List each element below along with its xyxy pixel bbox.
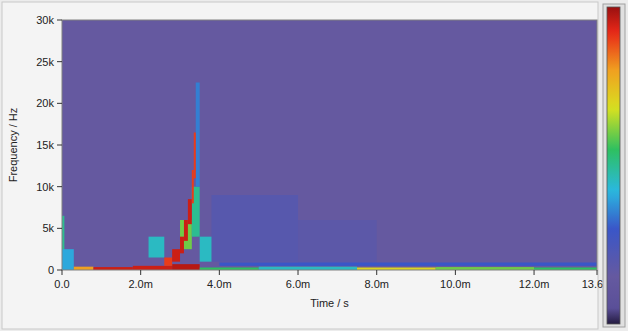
- cell: [164, 258, 172, 266]
- background: [62, 20, 597, 270]
- cell: [172, 264, 200, 270]
- cell: [188, 199, 192, 224]
- y-tick: [57, 186, 62, 187]
- cell: [298, 220, 377, 266]
- x-tick: [597, 270, 598, 275]
- cell: [133, 266, 172, 270]
- y-tick-label: 10k: [36, 181, 54, 193]
- plot-area: [62, 20, 597, 270]
- x-tick-label: 2.0m: [128, 278, 152, 290]
- y-tick-label: 20k: [36, 97, 54, 109]
- cell: [180, 237, 184, 254]
- x-tick-label: 8.0m: [364, 278, 388, 290]
- y-tick: [57, 61, 62, 62]
- colorbar-frame: [603, 4, 625, 327]
- y-tick-label: 30k: [36, 14, 54, 26]
- cell: [219, 263, 597, 266]
- cell: [200, 237, 212, 262]
- y-tick-label: 15k: [36, 139, 54, 151]
- cell: [192, 170, 194, 203]
- cell: [196, 83, 200, 187]
- y-tick: [57, 103, 62, 104]
- x-tick: [534, 270, 535, 275]
- cell: [149, 237, 165, 258]
- colorbar: [607, 7, 620, 324]
- chart: 0 5k 10k 15k 20k 25k 30k 0.0 2.0m 4.0m 6.0m 8.0m 10.…: [0, 0, 628, 331]
- x-tick: [62, 270, 63, 275]
- cell: [172, 249, 180, 262]
- x-tick: [376, 270, 377, 275]
- cell: [184, 220, 188, 241]
- panel: [2, 2, 598, 329]
- y-tick-label: 5k: [42, 222, 54, 234]
- cell: [211, 195, 298, 262]
- x-tick: [219, 270, 220, 275]
- y-tick-label: 0: [48, 264, 54, 276]
- y-tick: [57, 270, 62, 271]
- plot-frame: [62, 20, 597, 270]
- y-tick: [57, 20, 62, 21]
- y-axis-title: Frequency / Hz: [7, 108, 19, 183]
- x-tick-label: 6.0m: [286, 278, 310, 290]
- x-tick: [140, 270, 141, 275]
- x-tick: [298, 270, 299, 275]
- x-tick-label: 4.0m: [207, 278, 231, 290]
- x-tick-label: 12.0m: [519, 278, 550, 290]
- y-tick-label: 25k: [36, 56, 54, 68]
- x-tick-label: 10.0m: [440, 278, 471, 290]
- x-axis-title: Time / s: [310, 297, 349, 309]
- y-tick: [57, 228, 62, 229]
- cell: [62, 249, 74, 270]
- y-tick: [57, 145, 62, 146]
- x-tick: [455, 270, 456, 275]
- cell: [194, 133, 196, 179]
- x-tick-label: 0.0: [54, 278, 69, 290]
